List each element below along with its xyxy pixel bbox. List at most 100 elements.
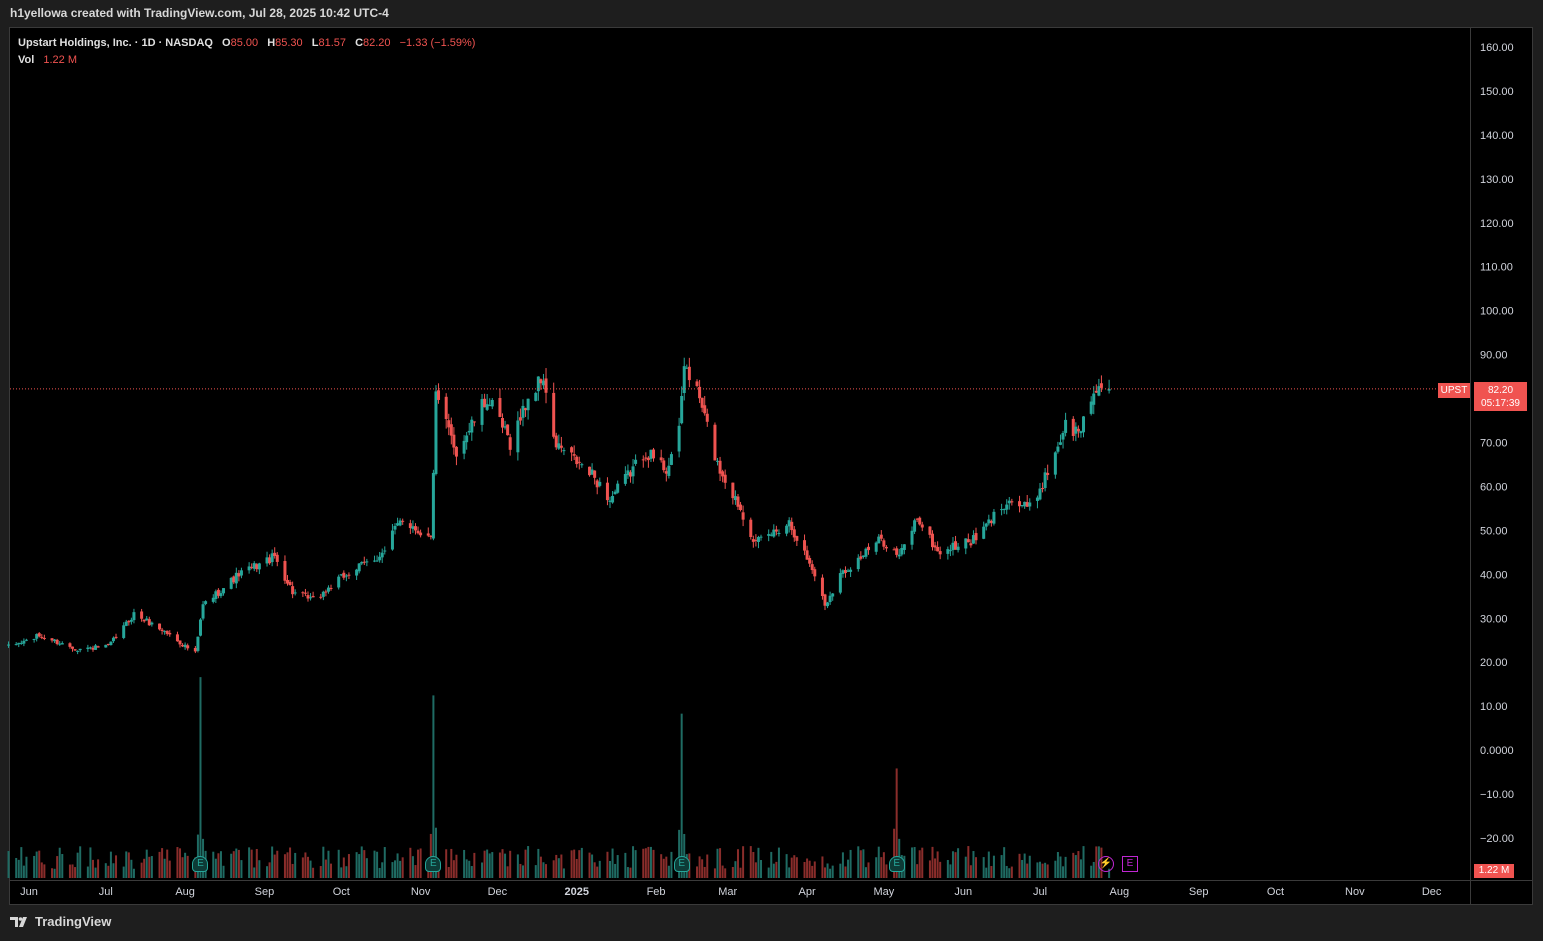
candle-body: [628, 472, 632, 477]
dividend-icon[interactable]: ⚡: [1098, 856, 1114, 872]
candle-body: [790, 521, 794, 531]
candle-body: [813, 569, 817, 577]
earnings-marker[interactable]: E: [425, 856, 442, 872]
volume-bar: [1056, 852, 1059, 878]
volume-bar: [634, 850, 637, 878]
volume-bar: [17, 859, 20, 878]
candle-body: [96, 646, 100, 648]
volume-bar: [1108, 868, 1111, 878]
time-tick-label: Nov: [411, 886, 431, 898]
volume-bar: [632, 846, 635, 878]
volume-bar: [806, 858, 809, 878]
candle-body: [78, 648, 82, 651]
candle-body: [40, 636, 44, 638]
earnings-marker[interactable]: E: [673, 856, 690, 872]
candle-body: [408, 523, 412, 529]
volume-bar: [957, 848, 960, 878]
volume-bar: [580, 847, 583, 878]
volume-bar: [724, 868, 727, 878]
candle-body: [795, 536, 799, 541]
volume-bar: [757, 847, 760, 878]
earnings-marker[interactable]: E: [192, 856, 209, 872]
candle-body: [181, 645, 185, 647]
candle-body: [611, 495, 615, 503]
volume-bar: [235, 848, 238, 878]
volume-bar: [7, 851, 10, 878]
volume-bar: [575, 858, 578, 878]
candle-body: [360, 561, 364, 564]
volume-bar: [867, 862, 870, 878]
volume-bar: [539, 856, 542, 878]
candle-body: [918, 517, 922, 525]
volume-bar: [562, 868, 565, 878]
volume-bar: [713, 868, 716, 878]
candle-body: [1023, 501, 1027, 507]
candle-body: [216, 589, 220, 596]
volume-bar: [181, 857, 184, 878]
volume-bar: [176, 847, 179, 878]
volume-bar: [1059, 856, 1062, 878]
candle-body: [347, 574, 351, 576]
volume-bar: [928, 860, 931, 878]
candle-body: [1025, 502, 1029, 507]
candle-body: [623, 474, 627, 484]
candle-body: [508, 437, 512, 450]
time-tick-label: Feb: [647, 886, 666, 898]
volume-bar: [839, 863, 842, 878]
candle-body: [1020, 505, 1024, 507]
candle-body: [733, 496, 737, 501]
volume-bar: [596, 866, 599, 878]
volume-bar: [1082, 846, 1085, 878]
volume-bar: [788, 867, 791, 878]
candle-body: [646, 457, 650, 461]
upcoming-earnings-marker[interactable]: E: [1122, 856, 1138, 872]
candle-body: [211, 597, 215, 602]
volume-bar: [150, 856, 153, 878]
earnings-marker[interactable]: E: [888, 856, 905, 872]
brand-footer[interactable]: TradingView: [10, 914, 111, 929]
volume-bar: [501, 849, 504, 878]
volume-bar: [61, 854, 64, 878]
volume-bar: [987, 851, 990, 878]
volume-bar: [109, 851, 112, 878]
candle-body: [541, 380, 545, 386]
candle-body: [1002, 509, 1006, 511]
price-tick-label: 20.00: [1480, 657, 1508, 669]
candle-body: [88, 647, 92, 649]
candle-body: [951, 542, 955, 551]
volume-bar: [40, 862, 43, 878]
candle-body: [577, 461, 581, 463]
candle-body: [55, 639, 59, 644]
candle-body: [841, 570, 845, 574]
volume-bar: [509, 850, 512, 878]
chart-frame[interactable]: [9, 27, 1533, 905]
volume-bar: [1021, 859, 1024, 878]
candle-body: [165, 630, 169, 634]
volume-bar: [895, 768, 898, 878]
volume-bar: [304, 852, 307, 878]
candle-body: [716, 460, 720, 462]
volume-bar: [849, 849, 852, 878]
candle-body: [326, 587, 330, 592]
candle-body: [17, 642, 21, 645]
volume-bar: [665, 856, 668, 878]
candle-body: [554, 435, 558, 448]
candle-body: [488, 404, 492, 406]
volume-axis-tag: 1.22 M: [1474, 864, 1514, 878]
volume-bar: [831, 865, 834, 878]
candle-body: [337, 576, 341, 588]
volume-bar: [706, 854, 709, 878]
candle-body: [480, 399, 484, 425]
time-tick-label: Apr: [799, 886, 816, 898]
volume-bar: [1095, 846, 1098, 878]
candle-body: [467, 430, 471, 433]
volume-bar: [145, 849, 148, 878]
candle-body: [787, 520, 791, 527]
candle-body: [219, 593, 223, 597]
candle-body: [756, 537, 760, 542]
volume-bar: [885, 864, 888, 878]
candle-body: [286, 579, 290, 584]
candle-body: [362, 561, 366, 563]
candle-body: [1107, 388, 1111, 391]
